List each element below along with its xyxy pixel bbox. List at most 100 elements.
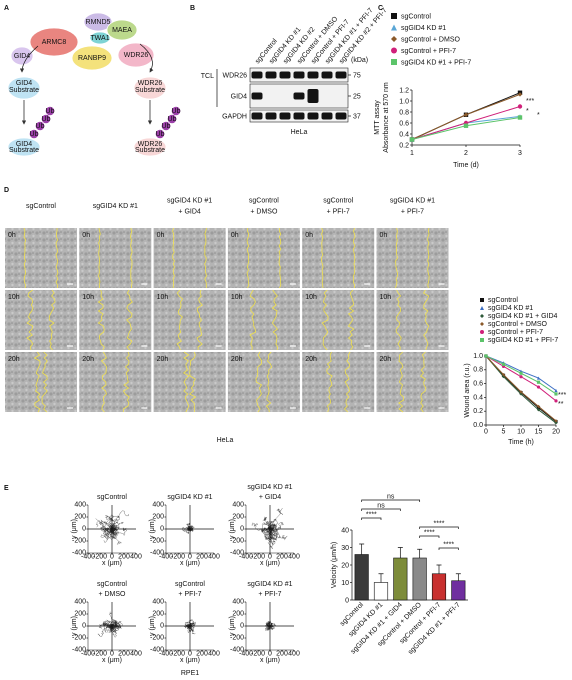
data-point <box>554 421 558 425</box>
x-tick-label: sgGID4 KD #1 <box>348 601 385 638</box>
track <box>102 620 114 627</box>
legend-label: sgGID4 KD #1 + GID4 <box>488 313 558 320</box>
band <box>307 112 319 120</box>
bar <box>431 573 447 601</box>
ubiquitin <box>29 129 39 139</box>
data-point <box>463 112 469 117</box>
wound-edge <box>126 289 133 351</box>
group-label: TCL <box>201 73 214 80</box>
track <box>106 524 117 533</box>
substrate-label: Substrate <box>135 147 165 154</box>
micrograph <box>302 290 375 350</box>
x-tick-label: 200 <box>196 651 208 658</box>
wound-edge <box>255 351 263 413</box>
significance-label: **** <box>366 512 377 519</box>
x-tick-label: 400 <box>288 554 300 561</box>
y-tick-label: -200 <box>72 537 86 544</box>
wound-edge <box>182 351 190 413</box>
legend-marker <box>391 59 397 65</box>
x-tick-label: 10 <box>517 429 525 436</box>
x-tick-label: -400 <box>159 651 173 658</box>
wound-edge <box>204 227 207 289</box>
legend-label: sgControl + PFI-7 <box>401 48 456 55</box>
bar <box>412 557 427 601</box>
data-point <box>519 375 523 379</box>
y-tick-label: -400 <box>150 549 164 556</box>
legend-marker <box>480 322 484 326</box>
x-tick-label: 200 <box>276 554 288 561</box>
x-tick-label: 400 <box>208 554 220 561</box>
condition-label: + PFI-7 <box>327 209 350 216</box>
data-point <box>536 376 541 380</box>
band <box>335 71 347 79</box>
bar <box>373 582 389 601</box>
y-axis-label: y (μm) <box>149 519 156 539</box>
condition-label: sgControl <box>97 494 127 501</box>
y-tick-label: 0 <box>82 622 86 629</box>
micrograph <box>227 290 300 350</box>
data-point <box>517 92 523 97</box>
ubiquitin <box>41 114 51 124</box>
protein-label: WDR26 <box>222 73 247 80</box>
ubiquitin-label: Ub <box>156 131 165 138</box>
x-tick-label: -200 <box>251 651 265 658</box>
wound-edge <box>100 351 107 413</box>
x-tick-label: -200 <box>171 554 185 561</box>
time-label: 0h <box>8 232 16 239</box>
cell-line-label: RPE1 <box>181 670 199 677</box>
y-axis-label: y (μm) <box>149 616 156 636</box>
track <box>269 528 278 548</box>
time-label: 0h <box>305 232 313 239</box>
y-tick-label: 10 <box>341 580 349 587</box>
y-axis-label: MTT assay <box>374 100 381 135</box>
x-tick-label: 0 <box>268 554 272 561</box>
x-tick-label: -200 <box>93 554 107 561</box>
bracket <box>438 547 459 550</box>
wound-edge <box>420 351 427 413</box>
time-label: 20h <box>231 356 243 363</box>
y-axis-label: Absorbance at 570 nm <box>383 82 390 153</box>
condition-label: + DMSO <box>250 209 278 216</box>
y-tick-label: 400 <box>74 501 86 508</box>
subunit-label: TWA1 <box>90 35 109 42</box>
time-label: 10h <box>305 294 317 301</box>
micrograph <box>302 352 375 412</box>
track <box>251 522 272 533</box>
x-tick-label: 0 <box>268 651 272 658</box>
error-bar <box>455 573 461 581</box>
bracket <box>419 526 459 529</box>
y-tick-label: 0 <box>240 525 244 532</box>
micrograph <box>227 352 300 412</box>
x-axis-label: x (μm) <box>180 560 200 567</box>
substrate <box>133 76 167 100</box>
track <box>104 515 116 533</box>
ubiquitin-label: Ub <box>168 116 177 123</box>
time-label: 10h <box>82 294 94 301</box>
y-tick-label: -400 <box>150 646 164 653</box>
cell-line-label: HeLa <box>217 437 234 444</box>
time-label: 10h <box>231 294 243 301</box>
x-tick-label: 0 <box>110 554 114 561</box>
significance-label: **** <box>434 521 445 528</box>
y-tick-label: 0 <box>160 622 164 629</box>
condition-label: sgControl <box>323 198 353 205</box>
substrate <box>133 137 167 157</box>
protein-label: GID4 <box>231 94 247 101</box>
significance-label: * <box>537 112 540 119</box>
subunit-label: GID4 <box>14 53 30 60</box>
band <box>307 71 319 79</box>
y-tick-label: 200 <box>152 513 164 520</box>
x-tick-label: 0 <box>484 429 488 436</box>
y-tick-label: 200 <box>152 610 164 617</box>
y-axis-label: y (μm) <box>229 616 236 636</box>
y-tick-label: 0.0 <box>473 422 483 429</box>
error-bar <box>436 564 442 574</box>
legend-label: sgControl + PFI-7 <box>488 329 543 336</box>
series-line <box>485 355 557 422</box>
time-label: 20h <box>157 356 169 363</box>
substrate-label: GID4 <box>16 80 32 87</box>
ubiquitin-label: Ub <box>172 108 181 115</box>
x-axis-label: x (μm) <box>260 560 280 567</box>
y-axis-label: Wound area (r.u.) <box>464 363 471 417</box>
micrograph <box>376 228 449 288</box>
